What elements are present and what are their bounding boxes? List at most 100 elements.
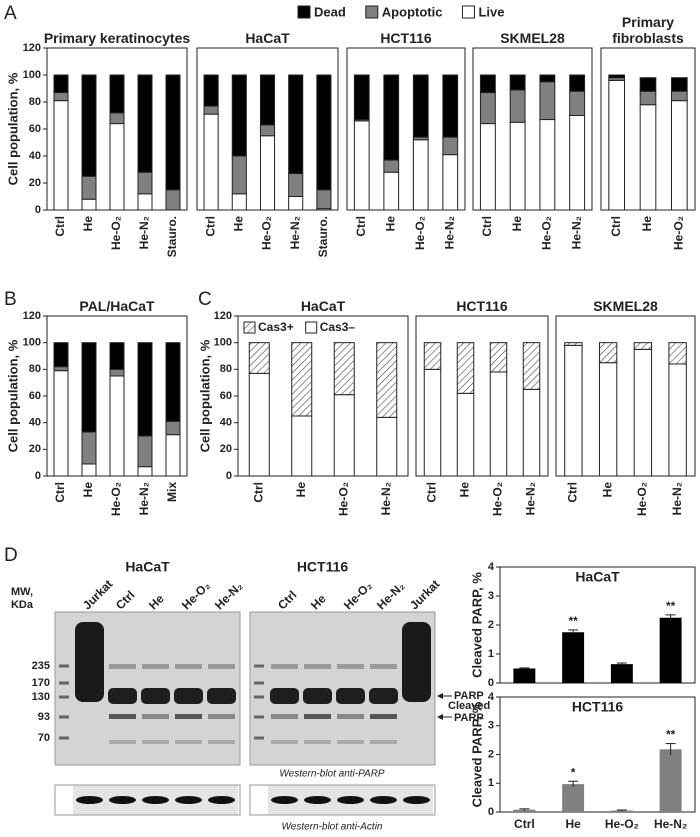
error-bar — [568, 629, 579, 635]
legend-label: Dead — [314, 4, 346, 19]
mw-marker: 130 — [32, 691, 50, 703]
chart-title: HCT116 — [380, 30, 432, 46]
bar-segment — [412, 74, 429, 138]
x-tick-label: He-O₂ — [672, 216, 686, 250]
bar-segment — [231, 193, 247, 211]
chart-title: HCT116 — [456, 298, 508, 314]
bar-segment — [53, 370, 69, 477]
mw-marker: 235 — [32, 660, 50, 672]
bar-segment — [668, 363, 687, 477]
bar-segment — [81, 342, 97, 433]
lane-label: Ctrl — [113, 588, 138, 613]
panel-label: C — [198, 289, 212, 310]
ladder-band — [59, 664, 69, 668]
bar-segment — [383, 171, 400, 211]
bar-segment — [248, 372, 270, 477]
legend-swatch — [365, 5, 379, 19]
bar-segment — [53, 366, 69, 372]
lane-label: Jurkat — [80, 577, 115, 612]
bar-segment — [203, 74, 219, 107]
x-tick-label: He — [231, 216, 245, 232]
lane-band — [142, 740, 169, 744]
x-tick-label: He-N₂ — [288, 216, 302, 249]
bar-segment — [383, 159, 400, 173]
lane-band — [303, 688, 332, 704]
x-tick-label: Mix — [165, 482, 179, 502]
bar-segment — [288, 74, 304, 175]
y-tick-label: 40 — [29, 417, 41, 429]
legend-label: Apoptotic — [382, 4, 443, 19]
lane-band — [271, 714, 298, 719]
x-tick-label: Ctrl — [354, 216, 368, 237]
bar — [659, 749, 682, 812]
x-tick-label: He-O₂ — [109, 216, 123, 250]
bar-segment — [53, 74, 69, 94]
error-bar — [568, 780, 579, 787]
lane-band — [207, 688, 236, 704]
legend-swatch — [297, 5, 311, 19]
lane-band — [208, 664, 235, 669]
bar-segment — [53, 92, 69, 102]
lane-label: He-O₂ — [179, 578, 213, 612]
bar-segment — [291, 415, 313, 477]
bar-segment — [456, 392, 475, 477]
bar-segment — [509, 89, 526, 123]
bar-segment — [509, 121, 526, 211]
lane-band — [369, 688, 398, 704]
bar-segment — [539, 119, 556, 211]
ladder-band — [254, 664, 264, 668]
lane-band — [141, 688, 170, 704]
bar-segment — [522, 342, 541, 390]
lane-label: He — [146, 591, 167, 612]
panel-label: B — [4, 289, 17, 310]
x-tick-label: Ctrl — [609, 216, 623, 237]
bar-segment — [539, 81, 556, 121]
bar-segment — [509, 74, 526, 91]
bar-segment — [109, 375, 125, 477]
bar-segment — [479, 123, 496, 211]
bar-segment — [137, 435, 153, 468]
x-tick-label: He-O₂ — [260, 216, 274, 250]
bar — [513, 668, 536, 683]
ladder-band — [59, 736, 69, 740]
y-tick-label: 1 — [488, 777, 494, 789]
bar-segment — [203, 105, 219, 115]
mw-marker: 93 — [38, 711, 50, 723]
lane-band — [271, 740, 298, 744]
chart-title: HaCaT — [300, 298, 346, 314]
bar-segment — [81, 431, 97, 465]
lane-band — [108, 688, 137, 704]
legend-label: Live — [478, 4, 504, 19]
chart-title: HaCaT — [245, 30, 290, 46]
x-tick-label: He-O₂ — [491, 482, 505, 516]
significance: ** — [568, 614, 578, 628]
plot-frame — [415, 315, 549, 477]
bar-segment — [231, 155, 247, 195]
blot-title: HCT116 — [297, 559, 349, 575]
error-bar — [519, 808, 530, 811]
bar-segment — [81, 198, 97, 211]
lane-band — [337, 714, 364, 719]
bar-segment — [442, 154, 459, 211]
x-tick-label: He — [640, 216, 654, 232]
lane-label: Ctrl — [275, 588, 300, 613]
significance: * — [571, 765, 576, 779]
mw-label: KDa — [11, 599, 34, 611]
lane-band — [370, 740, 397, 744]
chart-title: SKMEL28 — [500, 30, 565, 46]
actin-band — [370, 796, 397, 804]
bar — [513, 809, 536, 812]
lane-band — [304, 714, 331, 719]
actin-band — [76, 796, 103, 804]
x-tick-label: He-O₂ — [540, 216, 554, 250]
lane-band — [304, 740, 331, 744]
lane-band — [370, 714, 397, 719]
x-tick-label: He-N₂ — [524, 482, 538, 515]
bar-segment — [109, 74, 125, 114]
chart-title-box: SKMEL28 — [593, 298, 658, 314]
lane-label: He — [308, 591, 329, 612]
x-tick-label: He — [510, 216, 524, 232]
chart-title-box: HCT116 — [456, 298, 508, 314]
bar-segment — [376, 342, 398, 418]
chart-title: HCT116 — [572, 699, 624, 715]
